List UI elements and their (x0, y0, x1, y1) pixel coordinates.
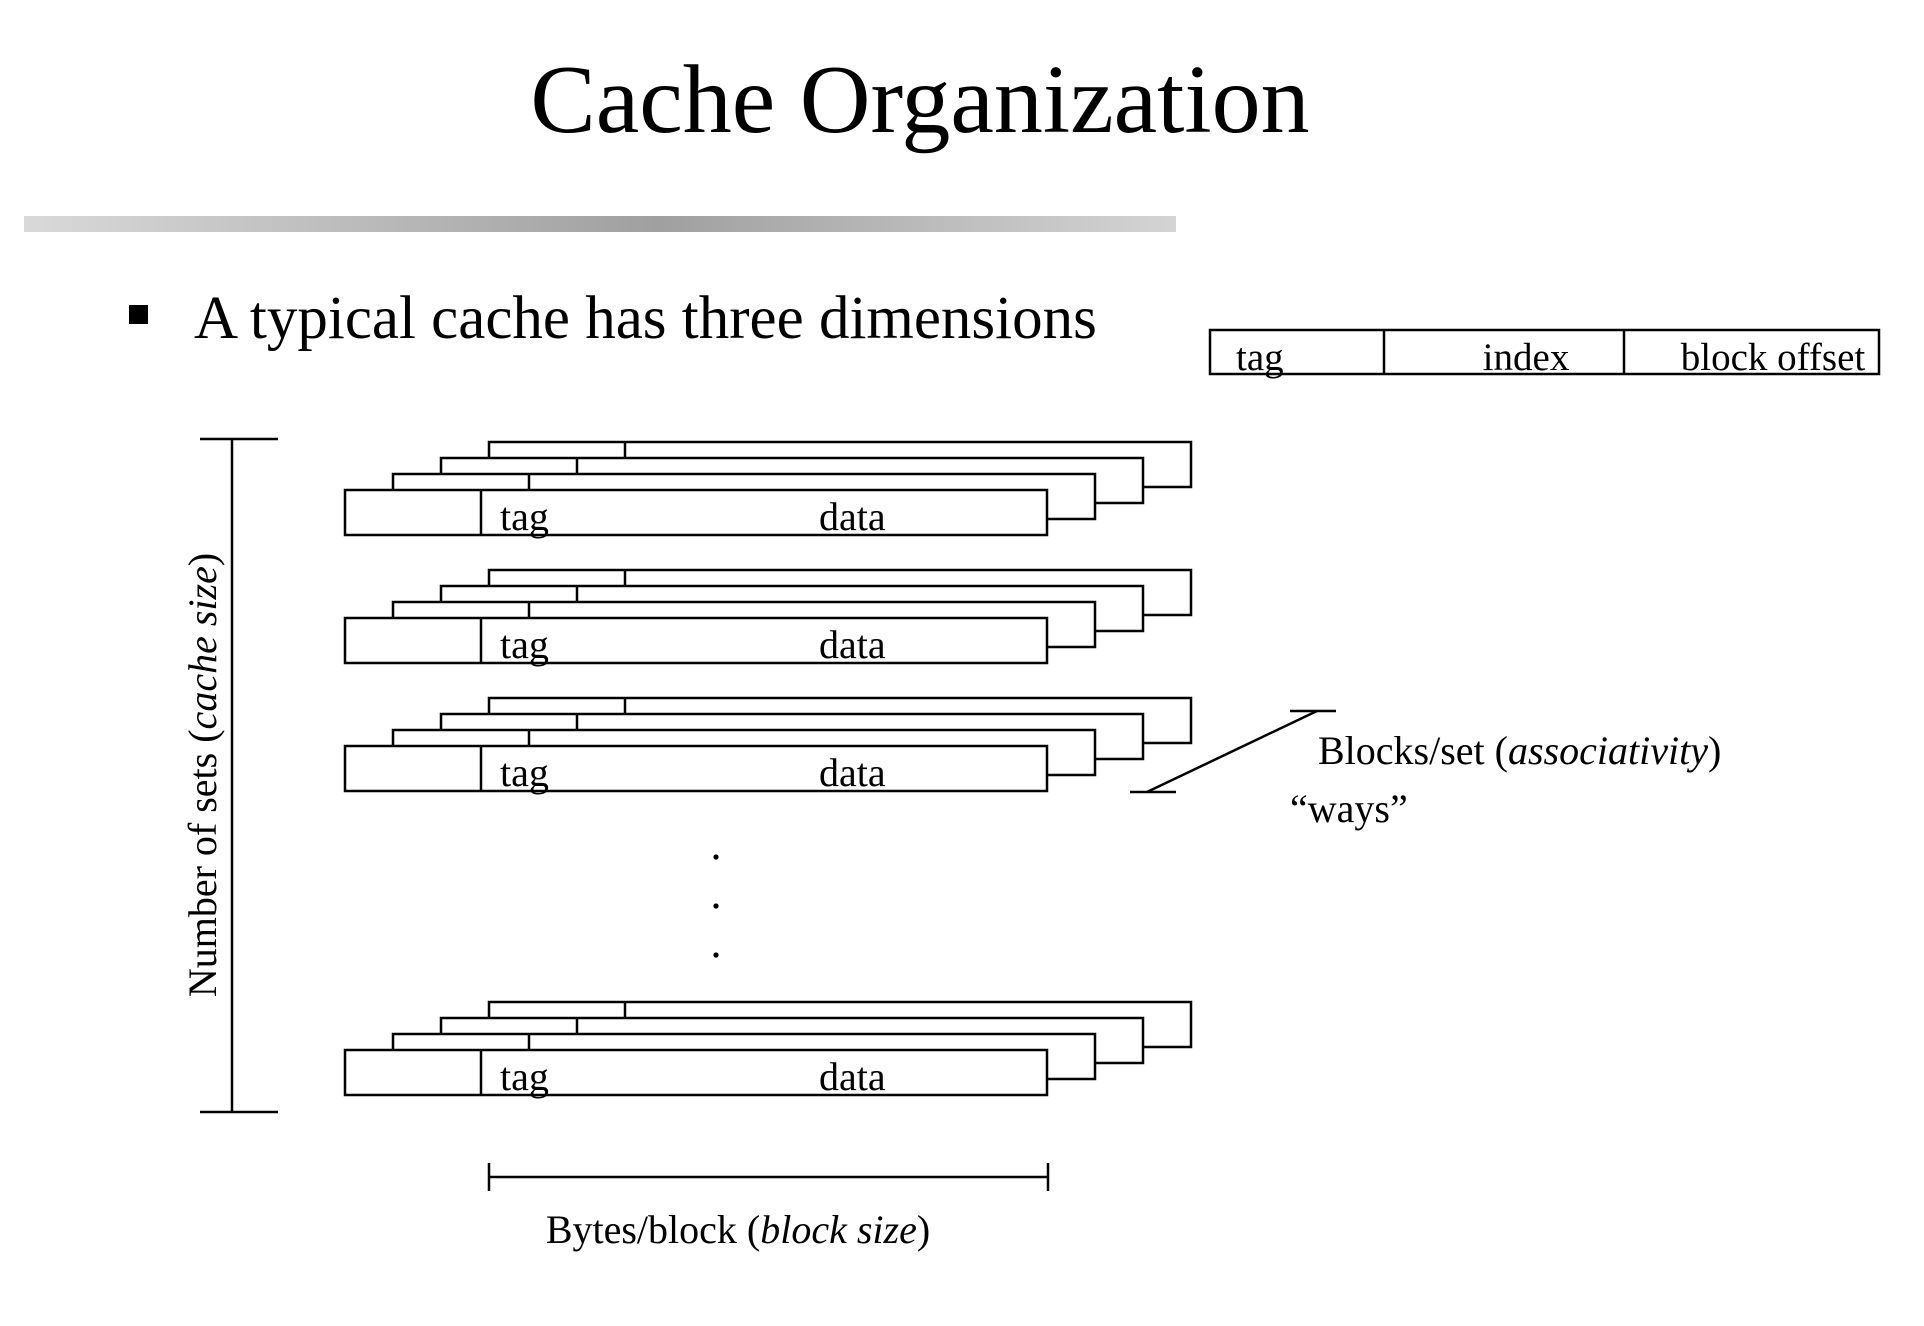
set-data-label: data (819, 494, 886, 539)
set-tag-label: tag (500, 750, 549, 795)
block-dimension: Bytes/block (block size) (487, 1163, 1050, 1252)
cache-set: tag data (343, 568, 1193, 667)
sets-dimension-label: Number of sets (cache size) (180, 553, 225, 997)
cache-block-way (343, 744, 1049, 793)
set-tag-label: tag (500, 1054, 549, 1099)
cache-sets: tag data tag data tag data tag data (343, 440, 1193, 1099)
cache-block-way (343, 616, 1049, 665)
ways-dimension-label: Blocks/set (associativity) (1318, 728, 1721, 773)
ways-dimension: Blocks/set (associativity) “ways” (1130, 709, 1721, 831)
set-ellipsis (713, 854, 719, 958)
address-box (1208, 328, 1881, 376)
set-tag-label: tag (500, 494, 549, 539)
bullet-text: A typical cache has three dimensions (194, 285, 1097, 352)
set-data-label: data (819, 1054, 886, 1099)
set-tag-label: tag (500, 622, 549, 667)
cache-set: tag data (343, 440, 1193, 539)
block-dimension-label: Bytes/block (block size) (546, 1207, 930, 1252)
cache-block-way (343, 488, 1049, 537)
cache-set: tag data (343, 1000, 1193, 1099)
sets-dimension: Number of sets (cache size) (180, 437, 278, 1114)
cache-set: tag data (343, 696, 1193, 795)
ways-alias-label: “ways” (1290, 786, 1408, 831)
bullet-square-icon (129, 305, 148, 324)
address-format: tag index block offset (1208, 328, 1881, 379)
address-field-block-offset: block offset (1681, 336, 1866, 379)
cache-block-way (343, 1048, 1049, 1097)
title-rule (24, 216, 1176, 232)
page-title: Cache Organization (530, 46, 1309, 154)
address-field-index: index (1483, 336, 1570, 379)
set-data-label: data (819, 750, 886, 795)
set-data-label: data (819, 622, 886, 667)
address-field-tag: tag (1236, 336, 1284, 379)
